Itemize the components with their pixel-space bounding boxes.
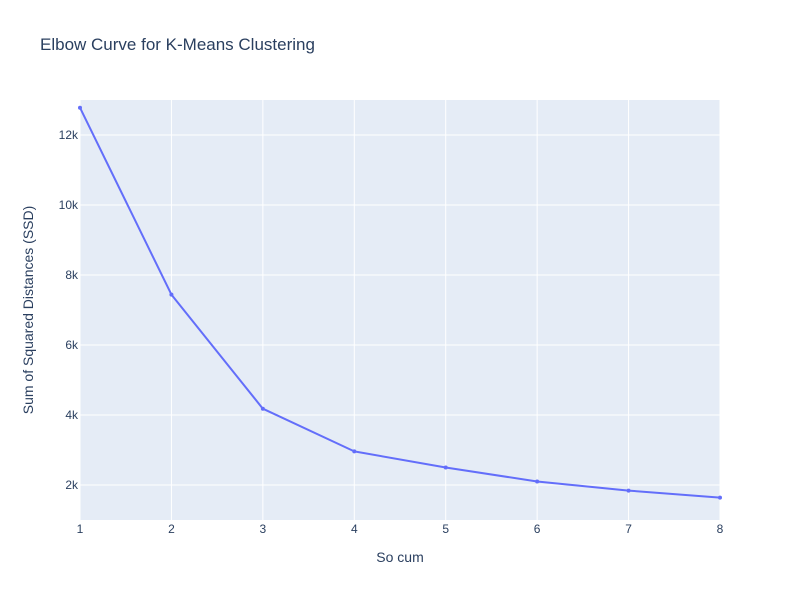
x-axis-title: So cum (376, 549, 423, 565)
data-point[interactable] (352, 449, 357, 454)
y-tick-label: 2k (65, 478, 79, 492)
data-point[interactable] (260, 406, 265, 411)
x-tick-label: 4 (351, 522, 358, 536)
plot-area (80, 100, 720, 520)
x-tick-label: 1 (77, 522, 84, 536)
x-tick-label: 7 (625, 522, 632, 536)
gridlines (79, 100, 721, 520)
data-point[interactable] (169, 292, 174, 297)
y-tick-label: 6k (65, 338, 79, 352)
data-point[interactable] (535, 479, 540, 484)
x-tick-label: 3 (260, 522, 267, 536)
y-axis-ticks: 2k 4k 6k 8k 10k 12k (59, 128, 79, 492)
x-tick-label: 8 (717, 522, 724, 536)
x-tick-label: 5 (442, 522, 449, 536)
x-axis-ticks: 1 2 3 4 5 6 7 8 (77, 522, 724, 536)
series-line (79, 107, 721, 499)
data-point[interactable] (78, 105, 82, 110)
series-layer (78, 105, 722, 500)
data-point[interactable] (443, 465, 448, 470)
y-tick-label: 10k (59, 198, 79, 212)
chart-title: Elbow Curve for K-Means Clustering (40, 35, 315, 54)
y-axis-title: Sum of Squared Distances (SSD) (20, 206, 36, 415)
y-tick-label: 12k (59, 128, 79, 142)
y-tick-label: 8k (65, 268, 79, 282)
data-point[interactable] (718, 495, 722, 500)
x-tick-label: 2 (168, 522, 175, 536)
x-tick-label: 6 (534, 522, 541, 536)
y-tick-label: 4k (65, 408, 79, 422)
data-point[interactable] (626, 488, 631, 493)
